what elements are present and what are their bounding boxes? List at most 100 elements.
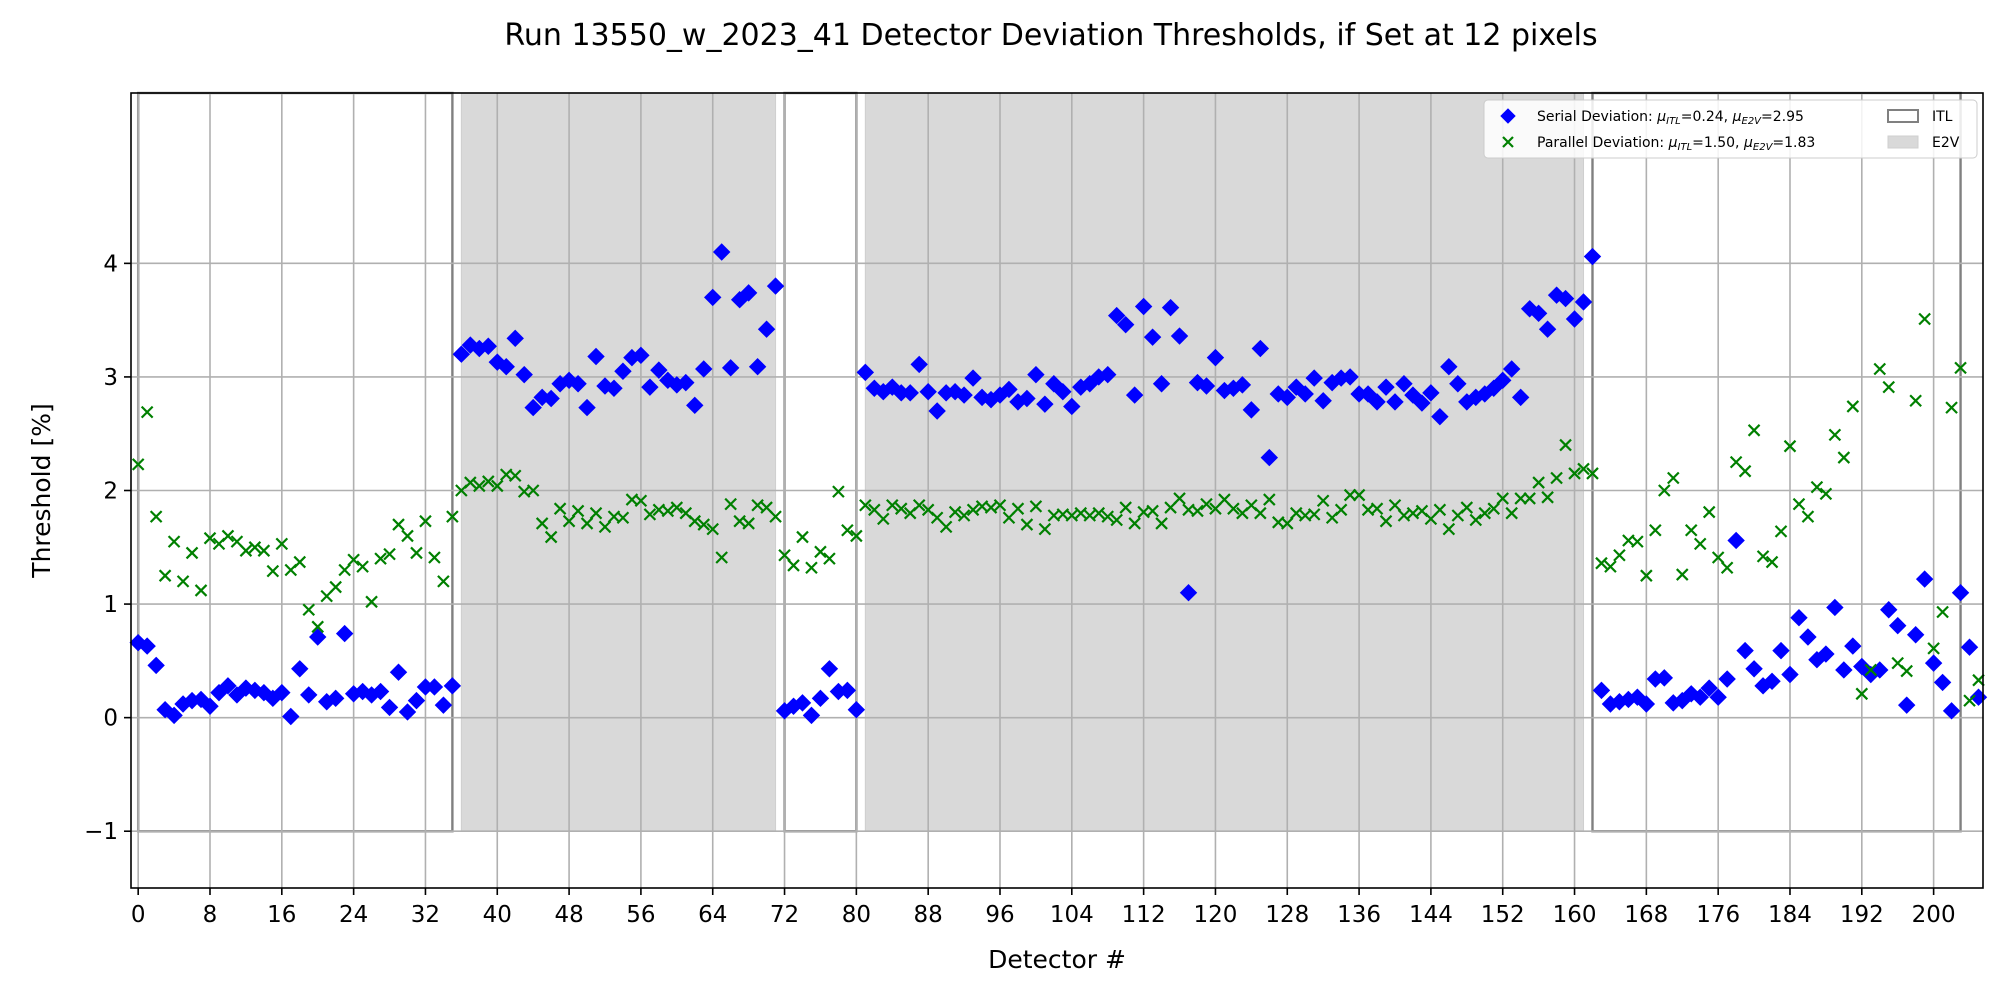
serial-deviation-point [389, 663, 408, 681]
serial-deviation-point [1655, 669, 1674, 687]
parallel-deviation-point [1568, 467, 1581, 480]
grid [131, 93, 1983, 888]
parallel-deviation-point [706, 522, 720, 536]
serial-deviation-point [1018, 389, 1036, 408]
parallel-deviation-point [832, 485, 845, 498]
serial-deviation-point [1143, 328, 1162, 346]
serial-deviation-point [1844, 637, 1862, 655]
serial-deviation-point [1152, 375, 1171, 393]
parallel-deviation-point [1631, 535, 1644, 548]
parallel-deviation-point [742, 517, 755, 530]
serial-deviation-point [1395, 375, 1413, 393]
serial-deviation-point [1502, 360, 1521, 378]
parallel-deviation-point [1343, 488, 1357, 502]
parallel-deviation-point [877, 512, 890, 526]
serial-deviation-point [1413, 394, 1431, 412]
serial-deviation-point [704, 288, 722, 307]
parallel-deviation-point [1586, 467, 1599, 480]
x-tick-label: 112 [1122, 902, 1166, 928]
serial-deviation-point [605, 379, 623, 397]
serial-deviation-point [757, 320, 776, 338]
serial-deviation-point [793, 694, 812, 712]
parallel-deviation-point [1684, 523, 1698, 537]
parallel-deviation-point [365, 595, 378, 609]
x-tick-label: 200 [1912, 902, 1956, 928]
parallel-deviation-point [1155, 517, 1168, 530]
parallel-deviation-point [984, 501, 998, 514]
parallel-deviation-point [939, 520, 953, 534]
serial-deviation-point [1897, 696, 1916, 714]
parallel-deviation-point [1738, 464, 1752, 478]
parallel-deviation-point [419, 514, 432, 528]
serial-deviation-point [138, 637, 156, 655]
parallel-deviation-point [1846, 400, 1860, 413]
parallel-deviation-point [1756, 550, 1770, 563]
serial-deviation-point [1691, 688, 1709, 706]
serial-deviation-point [1915, 570, 1934, 588]
x-tick-label: 48 [554, 902, 583, 928]
parallel-deviation-point [1693, 537, 1707, 551]
x-tick-label: 120 [1193, 902, 1237, 928]
serial-deviation-point [1772, 641, 1790, 660]
legend-parallel-marker [1502, 136, 1514, 148]
x-tick-label: 168 [1624, 902, 1668, 928]
serial-deviation-point [1817, 645, 1835, 663]
serial-deviation-point [712, 243, 731, 261]
parallel-deviation-point [1038, 522, 1052, 536]
y-tick-label: 0 [103, 706, 118, 732]
serial-deviation-point [443, 677, 462, 695]
serial-deviation-point [650, 361, 668, 379]
serial-deviation-point [901, 384, 919, 402]
parallel-deviation-point [1936, 605, 1949, 619]
serial-deviation-point [1592, 681, 1611, 700]
serial-deviation-point [1565, 310, 1584, 328]
parallel-deviation-point [1882, 380, 1896, 394]
x-tick-label: 16 [267, 902, 296, 928]
parallel-deviation-point [437, 575, 450, 588]
parallel-deviation-point [1119, 501, 1132, 514]
legend-entry-label: Serial Deviation: μITL=0.24, μE2V=2.95 [1537, 109, 1804, 127]
serial-deviation-point [1583, 247, 1602, 266]
parallel-deviation-point [131, 458, 145, 471]
serial-deviation-point [910, 355, 928, 374]
parallel-deviation-point [1559, 438, 1572, 452]
parallel-deviation-point [1307, 508, 1321, 521]
serial-deviation-point [524, 398, 542, 417]
serial-deviation-point [614, 362, 632, 380]
serial-deviation-point [1027, 365, 1045, 384]
parallel-deviation-point [149, 510, 163, 523]
parallel-deviation-point [167, 535, 181, 548]
parallel-deviation-point [1289, 506, 1303, 520]
parallel-deviation-point [1918, 312, 1931, 326]
parallel-deviation-point [1909, 394, 1922, 408]
serial-deviation-point [497, 358, 515, 376]
x-tick-label: 104 [1050, 902, 1094, 928]
parallel-deviation-point [239, 544, 253, 557]
parallel-deviation-point [957, 509, 971, 522]
parallel-deviation-point [1370, 502, 1384, 515]
parallel-deviation-point [1640, 569, 1653, 582]
serial-deviation-point [1718, 670, 1736, 688]
parallel-deviation-point [814, 545, 827, 559]
serial-deviation-point [569, 375, 587, 393]
serial-deviation-point [1206, 348, 1225, 367]
parallel-deviation-point [1658, 484, 1671, 497]
serial-deviation-point [1799, 628, 1817, 646]
parallel-deviation-point [185, 546, 199, 560]
x-tick-label: 8 [203, 902, 218, 928]
serial-deviation-point [1099, 365, 1117, 384]
serial-deviation-point [1727, 531, 1745, 550]
parallel-deviation-point [194, 584, 208, 597]
parallel-deviation-point [598, 520, 612, 534]
parallel-deviation-point [158, 569, 172, 582]
axis-ticks: 0 8 16 24 32 40 48 56 64 72 80 88 96 104 112 120 128 136 1… [84, 251, 1955, 928]
x-tick-label: 144 [1409, 902, 1453, 928]
parallel-deviation-point [670, 501, 684, 514]
parallel-deviation-point [1496, 492, 1509, 505]
parallel-deviation-point [1433, 503, 1447, 517]
legend: Serial Deviation: μITL=0.24, μE2V=2.95 Pa… [1483, 99, 1978, 159]
serial-deviation-point [1763, 672, 1781, 691]
parallel-deviation-point [805, 561, 818, 575]
serial-deviation-point [1386, 393, 1404, 411]
serial-deviation-point [1296, 385, 1314, 403]
